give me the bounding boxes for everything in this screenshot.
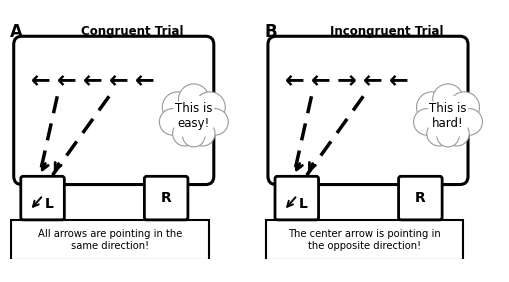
Circle shape xyxy=(202,109,228,135)
FancyBboxPatch shape xyxy=(144,176,187,220)
Circle shape xyxy=(182,125,205,147)
Circle shape xyxy=(190,121,215,146)
Circle shape xyxy=(178,84,209,114)
FancyBboxPatch shape xyxy=(14,36,213,184)
Circle shape xyxy=(422,92,472,142)
Text: R: R xyxy=(414,191,425,205)
Text: This is
easy!: This is easy! xyxy=(175,102,212,130)
Circle shape xyxy=(413,109,439,135)
Text: Incongruent Trial: Incongruent Trial xyxy=(329,25,443,38)
Circle shape xyxy=(455,109,482,135)
Text: ←: ← xyxy=(285,68,304,92)
Text: ←: ← xyxy=(134,68,154,92)
FancyBboxPatch shape xyxy=(11,220,209,260)
Circle shape xyxy=(432,84,462,114)
Text: The center arrow is pointing in
the opposite direction!: The center arrow is pointing in the oppo… xyxy=(288,229,440,251)
Text: This is
hard!: This is hard! xyxy=(429,102,466,130)
Text: Congruent Trial: Congruent Trial xyxy=(81,25,183,38)
Text: ←: ← xyxy=(362,68,382,92)
Circle shape xyxy=(172,121,197,146)
Circle shape xyxy=(448,92,478,122)
Circle shape xyxy=(159,109,185,135)
Circle shape xyxy=(444,121,468,146)
Circle shape xyxy=(416,92,446,122)
Text: B: B xyxy=(264,23,276,41)
Circle shape xyxy=(168,92,218,142)
Text: ←: ← xyxy=(388,68,408,92)
Circle shape xyxy=(194,92,225,122)
Text: ←: ← xyxy=(82,68,102,92)
Text: →: → xyxy=(336,68,356,92)
Text: ←: ← xyxy=(108,68,128,92)
Circle shape xyxy=(162,92,192,122)
Circle shape xyxy=(426,121,450,146)
Circle shape xyxy=(425,95,469,140)
Text: R: R xyxy=(160,191,171,205)
FancyBboxPatch shape xyxy=(267,36,467,184)
FancyBboxPatch shape xyxy=(265,220,462,260)
Text: All arrows are pointing in the
same direction!: All arrows are pointing in the same dire… xyxy=(38,229,182,251)
FancyBboxPatch shape xyxy=(274,176,318,220)
Text: ←: ← xyxy=(56,68,76,92)
FancyBboxPatch shape xyxy=(398,176,441,220)
Text: A: A xyxy=(10,23,23,41)
Text: ←: ← xyxy=(310,68,330,92)
Text: ←: ← xyxy=(31,68,50,92)
Text: L: L xyxy=(45,197,53,211)
Circle shape xyxy=(172,95,215,140)
Circle shape xyxy=(436,125,458,147)
FancyBboxPatch shape xyxy=(21,176,64,220)
Text: L: L xyxy=(298,197,307,211)
